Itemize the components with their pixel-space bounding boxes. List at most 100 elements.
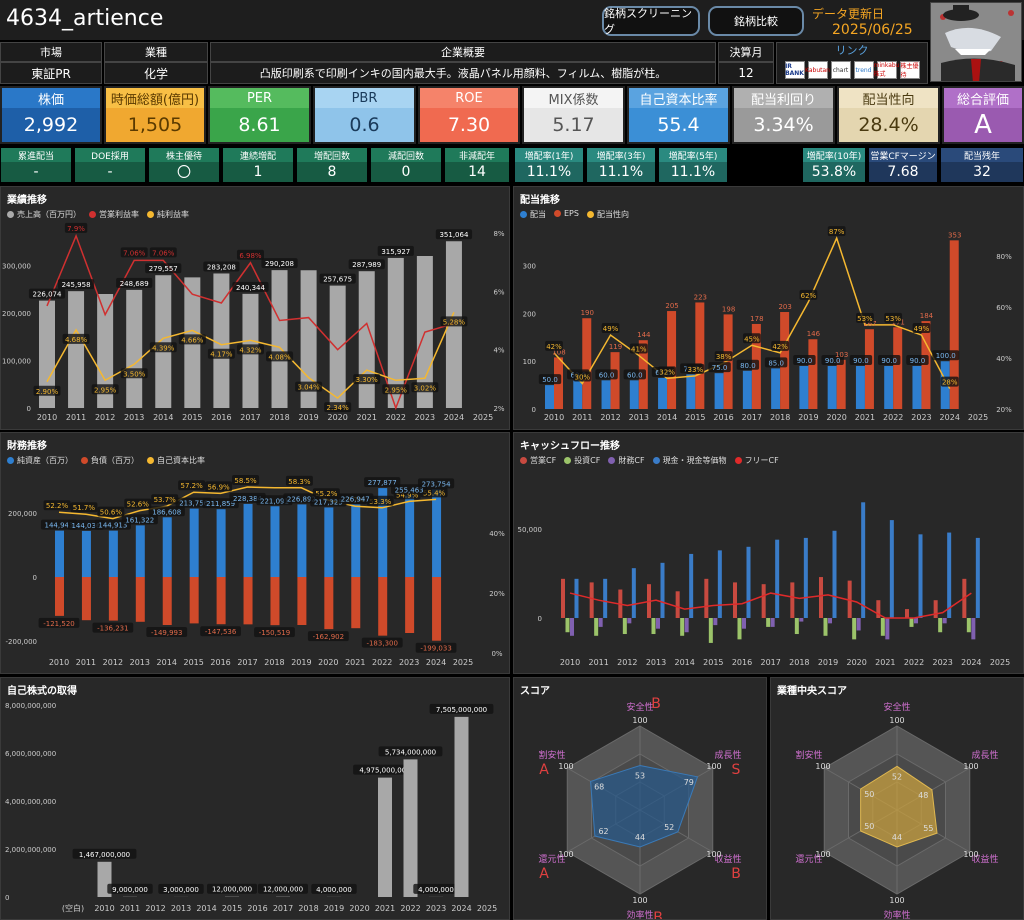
data-label-bg	[595, 369, 618, 380]
kpi-label: 時価総額(億円)	[106, 88, 204, 108]
net-assets-label: 226,947	[341, 495, 370, 503]
data-label-bg	[337, 493, 374, 504]
x-tick-label: 2024	[426, 658, 446, 667]
data-label-bg	[440, 316, 468, 327]
radar-max-label: 100	[963, 762, 978, 771]
data-label-bg	[849, 355, 873, 365]
data-label-bg	[258, 883, 308, 894]
operating-cf-bar	[589, 582, 594, 618]
payout-label: 41%	[631, 345, 647, 353]
x-tick-label: 2015	[685, 413, 705, 422]
yutai-link-icon[interactable]: 株主優待	[899, 61, 920, 79]
legend-eps: EPS	[554, 209, 579, 220]
compare-button[interactable]: 銘柄比較	[708, 6, 804, 36]
data-label-bg	[435, 229, 473, 240]
kpi-label: 配当性向	[839, 88, 938, 108]
data-label-bg	[149, 342, 177, 353]
investing-cf-bar	[794, 618, 799, 635]
dividend-bar	[658, 377, 668, 409]
kpi-label: 自己資本比率	[629, 88, 728, 108]
data-label-bg	[178, 480, 206, 491]
data-label-bg	[151, 494, 179, 505]
x-tick-label: 2012	[103, 658, 123, 667]
data-label-bg	[878, 355, 901, 365]
x-tick-label: 2025	[990, 658, 1010, 667]
minkabu-link-icon[interactable]: minkabu 株式	[873, 61, 900, 79]
net-margin-label: 4.66%	[181, 336, 204, 344]
equity-ratio-label: 56.9%	[207, 483, 230, 491]
kpi-tile: PER 8.61	[208, 86, 311, 144]
legend-investing-cf: 投資CF	[564, 455, 600, 466]
liabilities-bar	[55, 577, 64, 616]
x-tick-label: 2020	[327, 413, 347, 422]
financing-cf-bar	[598, 618, 603, 627]
data-label-bg	[364, 477, 401, 488]
x-tick-label: 2010	[544, 413, 564, 422]
kpi-tile: 配当利回り 3.34%	[732, 86, 835, 144]
y2-tick-label: 20%	[489, 590, 505, 598]
liabilities-bar	[405, 577, 415, 633]
x-tick-label: 2010	[560, 658, 580, 667]
kabutan-link-icon[interactable]: Kabutan	[805, 61, 830, 79]
data-label-bg	[261, 258, 298, 269]
indicator-tile: 増配率(3年) 11.1%	[586, 147, 656, 183]
dividend-legend: 配当 EPS 配当性向	[520, 209, 629, 220]
kpi-tile: 株価 2,992	[0, 86, 102, 144]
dividend-bar	[855, 366, 865, 409]
data-label-bg	[736, 359, 760, 370]
radar-max-label: 100	[632, 716, 647, 725]
y-tick-label: -200,000	[6, 638, 37, 646]
investing-cf-bar	[880, 618, 885, 636]
cash-bar	[746, 546, 751, 618]
dividend-bar	[799, 366, 809, 409]
data-label-bg	[353, 764, 417, 775]
performance-chart: 0 100,000 200,000 300,000 2% 4% 6% 8% 2010 2011 20…	[2, 222, 505, 422]
score-value: 44	[892, 833, 902, 842]
irbank-link-icon[interactable]: IR BANK	[784, 61, 805, 79]
dividend-bar	[573, 380, 583, 409]
chart-link-icon[interactable]: chart	[830, 61, 851, 79]
dividend-label: 80.0	[740, 362, 756, 370]
data-label-bg	[232, 281, 269, 292]
indicator-label: 増配率(5年)	[668, 151, 718, 162]
financing-cf-bar	[828, 618, 832, 624]
net-margin-label: 2.95%	[94, 386, 117, 394]
x-tick-label: 2011	[76, 658, 96, 667]
industry-label: 業種	[104, 42, 208, 62]
sales-label: 248,689	[120, 280, 149, 288]
data-label-bg	[145, 263, 182, 274]
kpi-tile: PBR 0.6	[313, 86, 416, 144]
kpi-label: PER	[210, 88, 309, 108]
trend-link-icon[interactable]: trend	[853, 61, 874, 79]
x-tick-label: 2021	[875, 658, 895, 667]
data-label-bg	[906, 355, 929, 365]
legend-cash: 現金・現金等価物	[652, 455, 727, 466]
x-tick-label: 2022	[400, 904, 420, 913]
eps-label: 119	[609, 343, 622, 351]
x-tick-label: 2018	[770, 413, 790, 422]
sales-bar	[387, 257, 404, 408]
data-label-bg	[623, 369, 646, 380]
cash-bar	[775, 539, 780, 618]
x-tick-label: 2011	[588, 658, 608, 667]
data-label-bg	[361, 637, 403, 648]
net-margin-label: 3.50%	[123, 370, 146, 378]
indicator-value: 〇	[149, 162, 219, 182]
data-label-bg	[686, 363, 705, 374]
operating-cf-bar	[675, 591, 680, 618]
screening-button[interactable]: 銘柄スクリーニング	[602, 6, 700, 36]
overview-label: 企業概要	[210, 42, 716, 62]
y2-tick-label: 40%	[489, 530, 505, 538]
legend-financing-cf: 財務CF	[608, 455, 645, 466]
data-label-bg	[236, 344, 264, 355]
eps-bar	[723, 314, 733, 409]
net-assets-label: 255,463	[395, 486, 424, 494]
x-tick-label: 2017	[742, 413, 762, 422]
dividend-bar	[912, 366, 922, 409]
investing-cf-bar	[766, 618, 771, 627]
x-tick-label: 2021	[345, 658, 365, 667]
indicator-tile: 連続増配 1	[222, 147, 294, 183]
indicator-value: -	[1, 162, 71, 182]
avatar	[930, 2, 1022, 82]
